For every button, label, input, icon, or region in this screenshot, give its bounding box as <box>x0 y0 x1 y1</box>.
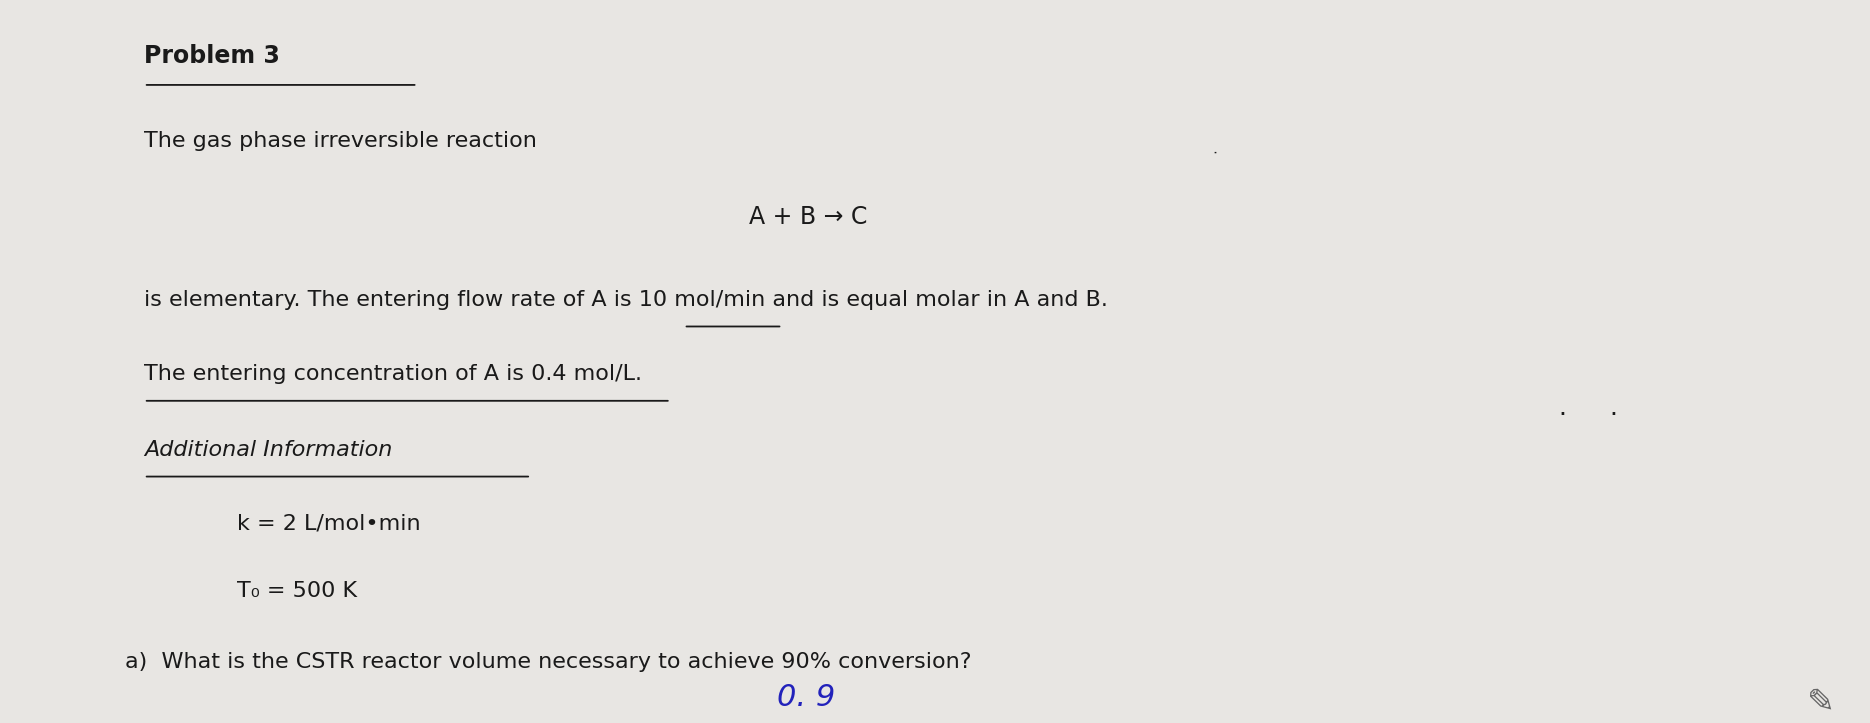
Text: T₀ = 500 K: T₀ = 500 K <box>237 581 357 601</box>
Text: a)  What is the CSTR reactor volume necessary to achieve 90% conversion?: a) What is the CSTR reactor volume neces… <box>125 652 972 672</box>
Text: ✎: ✎ <box>1806 686 1834 719</box>
Text: Additional Information: Additional Information <box>144 440 393 460</box>
Text: ·: · <box>1608 403 1618 427</box>
Text: is elementary. The entering flow rate of A is 10 mol/min and is equal molar in A: is elementary. The entering flow rate of… <box>144 290 1107 310</box>
Text: 0. 9: 0. 9 <box>776 683 836 711</box>
Text: ˙: ˙ <box>1210 151 1219 169</box>
Text: The entering concentration of A is 0.4 mol/L.: The entering concentration of A is 0.4 m… <box>144 364 641 385</box>
Text: A + B → C: A + B → C <box>748 205 868 229</box>
Text: k = 2 L/mol•min: k = 2 L/mol•min <box>237 513 421 533</box>
Text: Problem 3: Problem 3 <box>144 45 280 69</box>
Text: The gas phase irreversible reaction: The gas phase irreversible reaction <box>144 131 537 150</box>
Text: ·: · <box>1560 403 1567 427</box>
